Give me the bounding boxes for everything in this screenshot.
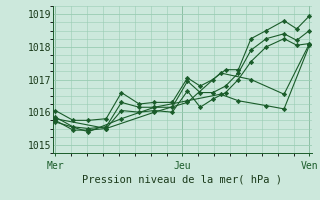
X-axis label: Pression niveau de la mer( hPa ): Pression niveau de la mer( hPa ) xyxy=(83,175,282,185)
